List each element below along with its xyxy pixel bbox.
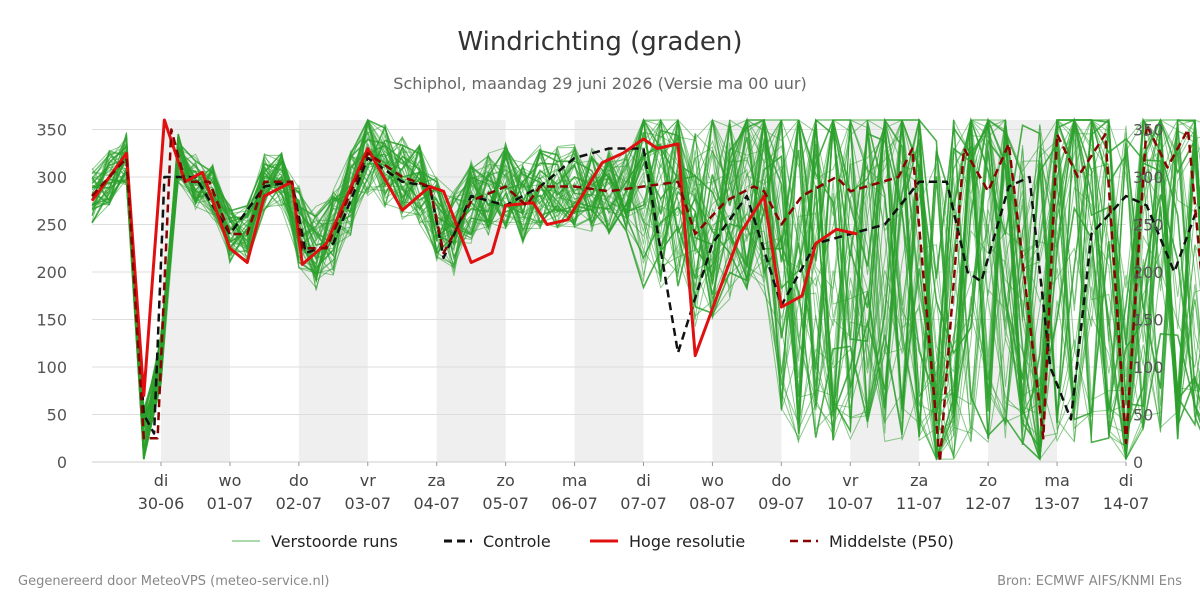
x-tick-day-03-07: vr [360, 471, 376, 490]
legend-label-median: Middelste (P50) [829, 532, 954, 551]
x-tick-date-07-07: 07-07 [620, 494, 667, 513]
ensemble-member-48 [91, 118, 1200, 460]
y-tick-left-150: 150 [36, 311, 67, 330]
x-tick-date-09-07: 09-07 [758, 494, 805, 513]
legend: Verstoorde runs Controle Hoge resolutie … [232, 532, 954, 551]
x-tick-day-05-07: zo [497, 471, 515, 490]
x-tick-day-11-07: za [910, 471, 928, 490]
y-tick-left-300: 300 [36, 168, 67, 187]
x-tick-date-11-07: 11-07 [896, 494, 943, 513]
chart-title: Windrichting (graden) [457, 27, 742, 57]
x-tick-date-01-07: 01-07 [207, 494, 254, 513]
legend-label-control: Controle [483, 532, 551, 551]
x-tick-date-10-07: 10-07 [827, 494, 874, 513]
x-tick-day-30-06: di [154, 471, 169, 490]
y-tick-left-350: 350 [36, 121, 67, 140]
y-tick-right-0: 0 [1133, 453, 1143, 472]
x-tick-date-02-07: 02-07 [276, 494, 323, 513]
ensemble-member-11 [91, 116, 1200, 461]
y-tick-left-250: 250 [36, 216, 67, 235]
x-tick-day-08-07: wo [701, 471, 724, 490]
x-tick-day-01-07: wo [218, 471, 241, 490]
chart-subtitle: Schiphol, maandag 29 juni 2026 (Versie m… [393, 74, 806, 93]
legend-label-highres: Hoge resolutie [629, 532, 745, 551]
series-line-controle [91, 147, 1200, 435]
ensemble-member-45 [91, 118, 1200, 460]
y-tick-right-150: 150 [1133, 311, 1164, 330]
x-tick-date-05-07: 05-07 [482, 494, 529, 513]
y-tick-left-100: 100 [36, 358, 67, 377]
series-line-hoge-resolutie [90, 118, 858, 397]
x-tick-date-12-07: 12-07 [965, 494, 1012, 513]
x-tick-day-06-07: ma [562, 471, 587, 490]
series-line-middelste-p50- [91, 123, 1200, 464]
y-tick-right-100: 100 [1133, 358, 1164, 377]
y-tick-right-200: 200 [1133, 263, 1164, 282]
y-tick-right-350: 350 [1133, 121, 1164, 140]
ensemble-member-49 [91, 119, 1200, 457]
y-tick-left-0: 0 [57, 453, 67, 472]
footer-source: Bron: ECMWF AIFS/KNMI Ens [997, 574, 1182, 589]
x-tick-day-07-07: di [636, 471, 651, 490]
x-tick-date-04-07: 04-07 [413, 494, 460, 513]
y-tick-right-50: 50 [1133, 406, 1153, 425]
y-axis-right: 0 50 100 150 200 250 300 350 [1133, 121, 1164, 473]
x-tick-date-03-07: 03-07 [345, 494, 392, 513]
x-tick-date-08-07: 08-07 [689, 494, 736, 513]
x-tick-date-30-06: 30-06 [138, 494, 185, 513]
footer-credit: Gegenereerd door MeteoVPS (meteo-service… [18, 574, 329, 589]
y-tick-right-250: 250 [1133, 216, 1164, 235]
x-tick-day-09-07: do [771, 471, 791, 490]
x-tick-day-04-07: za [428, 471, 446, 490]
y-axis-left: 0 50 100 150 200 250 300 350 [36, 121, 67, 473]
ensemble-member-20 [91, 118, 1200, 444]
x-tick-date-06-07: 06-07 [551, 494, 598, 513]
ensemble-member-30 [91, 119, 1200, 458]
x-tick-date-13-07: 13-07 [1034, 494, 1081, 513]
x-tick-day-10-07: vr [842, 471, 858, 490]
x-tick-day-14-07: di [1119, 471, 1134, 490]
y-tick-right-300: 300 [1133, 168, 1164, 187]
y-tick-left-50: 50 [47, 406, 67, 425]
x-tick-date-14-07: 14-07 [1103, 494, 1150, 513]
legend-label-ensemble: Verstoorde runs [271, 532, 398, 551]
x-tick-day-02-07: do [289, 471, 309, 490]
main-series [90, 118, 1200, 464]
x-tick-day-13-07: ma [1044, 471, 1069, 490]
y-tick-left-200: 200 [36, 263, 67, 282]
x-axis: di 30-06 wo 01-07 do 02-07 vr 03-07 za 04-07 zo 05-… [138, 462, 1150, 513]
x-tick-day-12-07: zo [979, 471, 997, 490]
ensemble-member-46 [91, 117, 1200, 460]
